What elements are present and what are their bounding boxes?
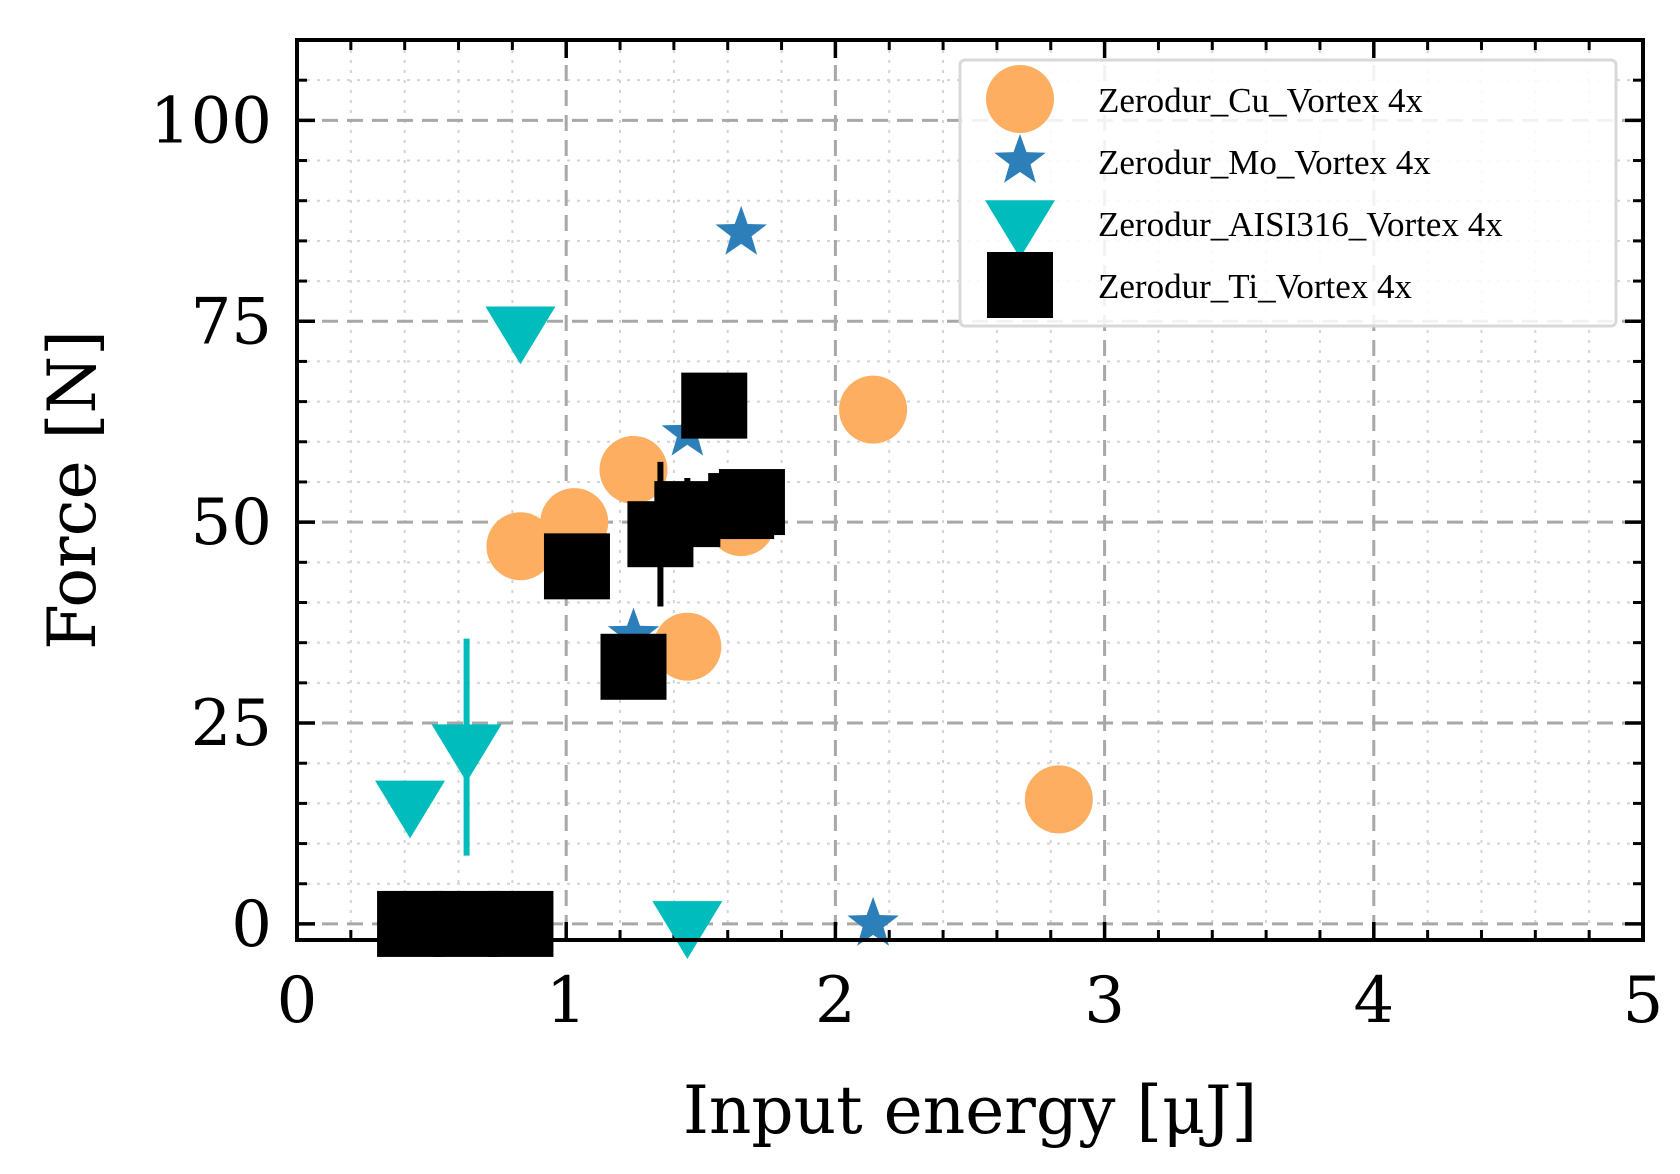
legend-label: Zerodur_AISI316_Vortex 4x [1098, 205, 1503, 244]
legend: Zerodur_Cu_Vortex 4x Zerodur_Mo_Vortex 4x… [958, 58, 1618, 328]
data-points [375, 205, 1093, 959]
series-zerodur-aisi316-vortex-4x [375, 306, 723, 959]
zerodur-ti-vortex-4x-point [487, 890, 554, 957]
minor-grid [297, 40, 1643, 940]
legend-marker [987, 252, 1053, 318]
legend-marker [986, 65, 1054, 133]
zerodur-ti-vortex-4x-point [718, 469, 785, 536]
x-tick-label: 5 [1623, 964, 1664, 1038]
legend-marker [994, 134, 1046, 183]
zerodur-aisi316-vortex-4x-point [485, 306, 556, 365]
zerodur-cu-vortex-4x-point [839, 375, 908, 444]
plot-frame [295, 38, 1645, 942]
zerodur-cu-vortex-4x-point [653, 612, 722, 681]
zerodur-cu-vortex-4x-point [486, 512, 555, 581]
legend-label: Zerodur_Mo_Vortex 4x [1098, 143, 1431, 182]
y-tick-label: 0 [231, 888, 272, 962]
zerodur-ti-vortex-4x-point [543, 533, 610, 600]
x-tick-label: 4 [1353, 964, 1394, 1038]
zerodur-ti-vortex-4x-point [600, 633, 667, 700]
zerodur-mo-vortex-4x-point [847, 896, 899, 946]
legend-box [958, 58, 1618, 328]
zerodur-cu-vortex-4x-point [599, 435, 668, 504]
x-tick-label: 0 [277, 964, 318, 1038]
x-axis-label: Input energy [μJ] [683, 1072, 1257, 1149]
x-tick-label: 1 [546, 964, 587, 1038]
zerodur-mo-vortex-4x-point [607, 607, 660, 657]
zerodur-ti-vortex-4x-point [377, 890, 444, 957]
zerodur-aisi316-vortex-4x-point [375, 780, 446, 839]
zerodur-mo-vortex-4x-point [715, 205, 767, 255]
y-axis-label: Force [N] [34, 330, 111, 650]
y-tick-label: 75 [191, 285, 272, 359]
legend-label: Zerodur_Cu_Vortex 4x [1098, 81, 1423, 120]
x-tick-label: 2 [815, 964, 856, 1038]
y-tick-label: 50 [191, 486, 272, 560]
zerodur-aisi316-vortex-4x-point [652, 901, 723, 959]
legend-marker [985, 200, 1055, 258]
y-tick-label: 100 [150, 84, 272, 158]
zerodur-ti-vortex-4x-point [681, 372, 748, 439]
series-zerodur-ti-vortex-4x [377, 372, 785, 957]
series-zerodur-cu-vortex-4x [486, 375, 1093, 834]
y-tick-label: 25 [191, 687, 272, 761]
x-tick-label: 3 [1084, 964, 1125, 1038]
legend-label: Zerodur_Ti_Vortex 4x [1098, 267, 1413, 306]
zerodur-cu-vortex-4x-point [1024, 765, 1093, 834]
zerodur-aisi316-vortex-4x-point [431, 724, 502, 783]
